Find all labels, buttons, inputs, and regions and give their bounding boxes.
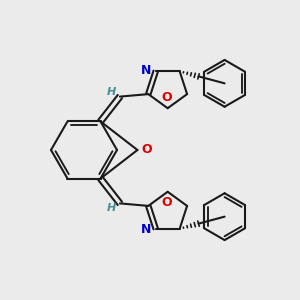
Text: N: N (141, 64, 152, 77)
Text: N: N (141, 223, 152, 236)
Text: H: H (107, 87, 116, 98)
Text: O: O (142, 143, 152, 156)
Text: H: H (107, 202, 116, 213)
Text: O: O (162, 196, 172, 209)
Text: O: O (162, 91, 172, 104)
